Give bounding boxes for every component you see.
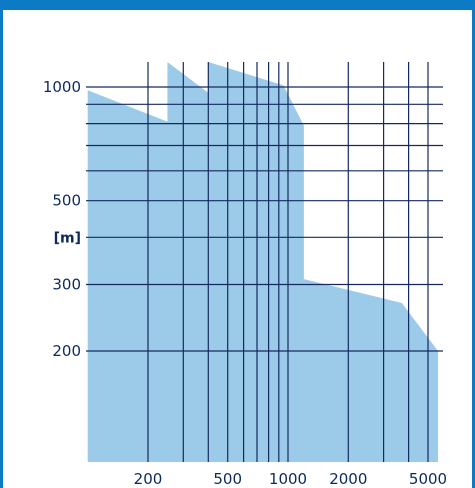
chart: 1000 500 300 200 200 500 1000 2000 5000 [m] <box>43 62 447 488</box>
x-tick-label-2000: 2000 <box>329 470 367 488</box>
area-series <box>87 62 438 462</box>
y-axis-unit-label: [m] <box>54 230 81 246</box>
x-tick-label-5000: 5000 <box>409 470 447 488</box>
y-tick-label-500: 500 <box>52 192 81 210</box>
x-tick-label-200: 200 <box>134 470 163 488</box>
x-tick-label-1000: 1000 <box>269 470 307 488</box>
y-tick-label-200: 200 <box>52 342 81 360</box>
x-tick-label-500: 500 <box>213 470 242 488</box>
y-tick-label-300: 300 <box>52 276 81 294</box>
y-tick-label-1000: 1000 <box>43 78 81 96</box>
